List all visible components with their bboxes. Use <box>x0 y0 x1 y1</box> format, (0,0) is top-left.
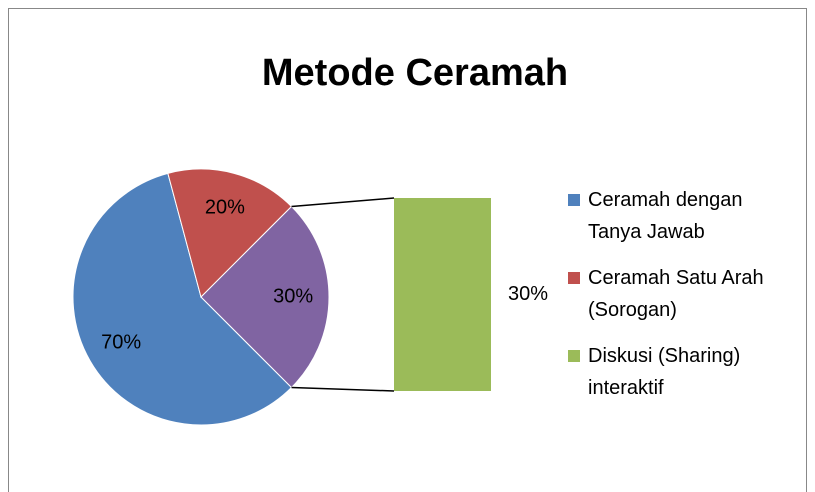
chart-title: Metode Ceramah <box>262 52 568 94</box>
legend-label: Diskusi (Sharing) interaktif <box>588 345 741 399</box>
bar-segment <box>394 198 491 391</box>
legend-label: Ceramah Satu Arah (Sorogan) <box>588 267 764 321</box>
connector <box>291 386 395 392</box>
chart-border <box>8 8 807 492</box>
pie-slice <box>200 205 330 389</box>
legend-swatch <box>568 350 580 362</box>
legend-swatch <box>568 272 580 284</box>
pie-slice <box>72 172 293 426</box>
pie-slice <box>167 168 293 298</box>
slice-label: 30% <box>273 285 313 307</box>
slice-label: 20% <box>205 196 245 218</box>
bar-label: 30% <box>508 283 548 305</box>
slice-label: 70% <box>101 331 141 353</box>
legend-swatch <box>568 194 580 206</box>
connector <box>291 197 395 208</box>
legend-label: Ceramah dengan Tanya Jawab <box>588 189 743 243</box>
